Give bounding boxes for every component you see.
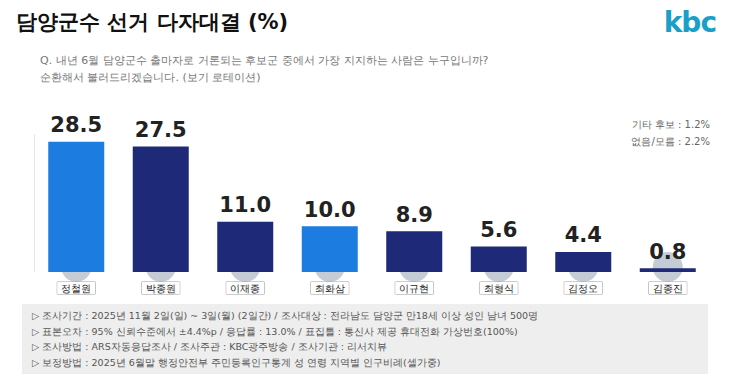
svg-text:이재종: 이재종: [230, 283, 260, 294]
svg-text:0.8: 0.8: [649, 240, 686, 264]
html-text:kbc: kbc: [663, 6, 716, 39]
html-text:순환해서 불러드리겠습니다. (보기 로테이션): 순환해서 불러드리겠습니다. (보기 로테이션): [40, 71, 261, 84]
html-text:▷ 표본오차 : 95% 신뢰수준에서 ±4.4%p / 응: ▷ 표본오차 : 95% 신뢰수준에서 ±4.4%p / 응답률 : 13.0%…: [32, 325, 518, 337]
html-text:담양군수 선거 다자대결 (%): 담양군수 선거 다자대결 (%): [16, 10, 289, 34]
svg-text:11.0: 11.0: [219, 193, 271, 217]
svg-text:정철원: 정철원: [61, 283, 91, 294]
svg-text:이규현: 이규현: [399, 283, 429, 294]
svg-text:김정오: 김정오: [568, 283, 598, 294]
html-text:기타 후보 : 1.2%: 기타 후보 : 1.2%: [631, 119, 710, 130]
svg-text:10.0: 10.0: [304, 198, 356, 222]
svg-text:27.5: 27.5: [135, 118, 187, 142]
svg-text:4.4: 4.4: [565, 223, 602, 247]
svg-text:최형식: 최형식: [484, 283, 514, 294]
html-text:▷ 조사기간 : 2025년 11월 2일(일) ~ 3일(: ▷ 조사기간 : 2025년 11월 2일(일) ~ 3일(월) (2일간) /…: [32, 310, 539, 321]
html-text:▷ 조사방법 : ARS자동응답조사 / 조사주관 : KB: ▷ 조사방법 : ARS자동응답조사 / 조사주관 : KBC광주방송 / 조사…: [32, 341, 387, 352]
html-text:▷ 보정방법 : 2025년 6월말 행정안전부 주민등록인: ▷ 보정방법 : 2025년 6월말 행정안전부 주민등록인구통계 성 연령 지…: [32, 356, 441, 368]
html-text:Q. 내년 6월 담양군수 출마자로 거론되는 후보군 중에: Q. 내년 6월 담양군수 출마자로 거론되는 후보군 중에서 가장 지지하는 …: [40, 54, 489, 67]
svg-text:8.9: 8.9: [396, 203, 433, 227]
svg-text:28.5: 28.5: [50, 113, 102, 137]
html-text:없음/모름 : 2.2%: 없음/모름 : 2.2%: [631, 136, 710, 147]
svg-text:김종진: 김종진: [653, 283, 683, 294]
svg-text:5.6: 5.6: [480, 218, 517, 242]
svg-text:박종원: 박종원: [146, 283, 176, 294]
svg-text:최화삼: 최화삼: [315, 283, 345, 294]
